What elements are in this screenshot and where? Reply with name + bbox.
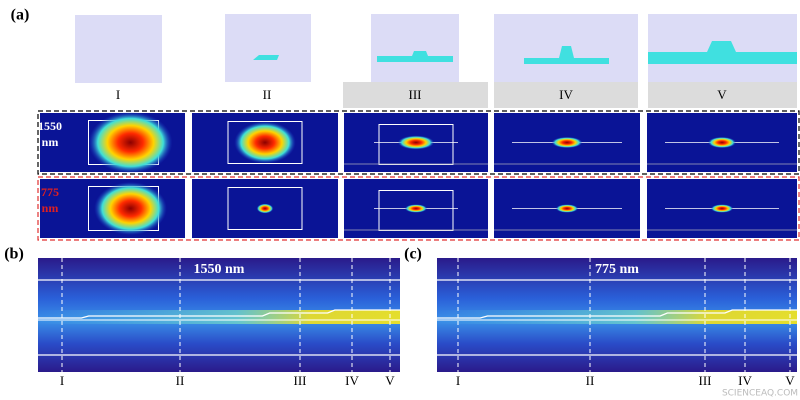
- stage-label: II: [586, 373, 595, 388]
- waveguide-edge: [437, 309, 797, 319]
- watermark: SCIENCEAQ.COM: [722, 389, 798, 399]
- panel-title: 1550 nm: [194, 262, 245, 277]
- stage-label: III: [294, 373, 307, 388]
- mode-profile: [708, 136, 736, 149]
- field-beam: [437, 310, 797, 324]
- mode-profile: [397, 135, 435, 150]
- mode-profile: [94, 181, 167, 236]
- panel-title: 775 nm: [595, 262, 639, 277]
- mode-profile: [88, 111, 173, 174]
- wavelength-label: 775: [41, 185, 59, 199]
- waveguide-edge: [38, 309, 400, 319]
- stage-label: IV: [738, 373, 752, 388]
- cross-section: [225, 14, 311, 82]
- waveguide: [648, 41, 797, 64]
- cross-section: [75, 15, 162, 83]
- waveguide: [253, 55, 279, 60]
- wavelength-label: 1550: [38, 119, 62, 133]
- core-outline: [227, 187, 303, 230]
- wavelength-unit: nm: [42, 201, 59, 215]
- panel-label: (a): [11, 7, 30, 24]
- stage-label: V: [717, 87, 727, 102]
- panel-label: (c): [404, 246, 422, 263]
- core-outline: [378, 190, 454, 231]
- stage-label: I: [456, 373, 460, 388]
- stage-band: [494, 82, 638, 108]
- row-frame: [37, 110, 800, 175]
- mode-profile: [551, 136, 583, 149]
- mode-profile: [234, 121, 296, 164]
- stage-label: I: [116, 87, 120, 102]
- wavelength-unit: nm: [42, 135, 59, 149]
- stage-label: V: [385, 373, 395, 388]
- waveguide: [524, 46, 609, 64]
- core-outline: [378, 124, 454, 165]
- stage-band: [343, 82, 488, 108]
- panel-label: (b): [4, 246, 24, 263]
- mode-profile: [710, 204, 734, 213]
- stage-band: [648, 82, 797, 108]
- stage-label: IV: [345, 373, 359, 388]
- stage-label: I: [60, 373, 64, 388]
- stage-label: II: [263, 87, 272, 102]
- row-frame: [37, 176, 800, 241]
- mode-profile: [404, 204, 428, 213]
- cross-section: [371, 14, 459, 82]
- stage-label: IV: [559, 87, 573, 102]
- stage-label: III: [699, 373, 712, 388]
- stage-label: II: [176, 373, 185, 388]
- mode-profile: [256, 203, 274, 214]
- waveguide: [377, 51, 453, 62]
- mode-profile: [555, 204, 579, 213]
- stage-label: III: [409, 87, 422, 102]
- field-beam: [38, 310, 400, 324]
- stage-label: V: [785, 373, 795, 388]
